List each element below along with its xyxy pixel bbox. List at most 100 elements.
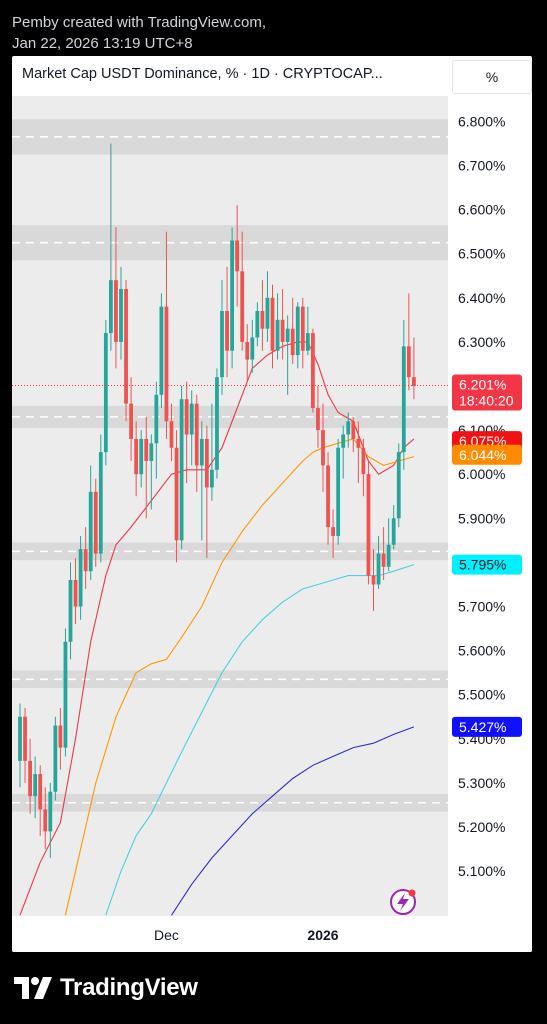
tradingview-brand[interactable]: TradingView — [14, 972, 198, 1004]
y-tick-label: 6.500% — [458, 246, 505, 262]
candle-13 — [83, 527, 88, 589]
sr-zone-5 — [12, 793, 448, 812]
y-tick-label: 5.100% — [458, 863, 505, 879]
moving-average-line-1 — [64, 438, 415, 916]
candle-36 — [199, 421, 204, 541]
candle-12 — [78, 535, 83, 620]
candle-76 — [401, 319, 406, 470]
candle-41 — [225, 266, 229, 378]
candle-73 — [386, 518, 391, 572]
symbol-legend[interactable]: Market Cap USDT Dominance, % · 1D · CRYP… — [22, 66, 383, 82]
candle-65 — [346, 412, 351, 448]
candle-52 — [280, 288, 285, 360]
candle-body — [240, 271, 245, 342]
candle-78 — [412, 337, 416, 400]
y-tick-label: 5.200% — [458, 819, 505, 835]
candle-40 — [220, 280, 224, 395]
sr-zone-2 — [12, 405, 448, 428]
candle-28 — [159, 293, 164, 409]
candle-22 — [129, 377, 133, 461]
candle-body — [280, 319, 285, 342]
candle-body — [331, 527, 335, 536]
candle-body — [103, 333, 108, 453]
y-tick-label: 5.700% — [458, 599, 505, 615]
candle-30 — [169, 403, 174, 461]
percent-scale-button[interactable]: % — [452, 60, 532, 94]
candle-7 — [53, 716, 58, 801]
plot-area — [12, 96, 448, 916]
candle-21 — [124, 280, 128, 422]
candle-body — [184, 399, 189, 435]
created-date-text: Jan 22, 2026 13:19 UTC+8 — [12, 35, 193, 52]
candle-body — [326, 465, 330, 528]
candle-15 — [93, 478, 98, 567]
candle-body — [38, 774, 43, 810]
candle-body — [255, 311, 260, 338]
candle-body — [164, 306, 169, 422]
moving-average-line-2 — [105, 564, 415, 916]
candle-39 — [215, 368, 219, 479]
candle-body — [230, 240, 234, 351]
candle-42 — [230, 227, 234, 369]
candle-37 — [204, 425, 209, 558]
candle-24 — [139, 430, 144, 488]
chart-attribution: Pemby created with TradingView.com, Jan … — [12, 12, 266, 54]
candle-51 — [275, 293, 280, 360]
candle-62 — [331, 509, 335, 558]
candle-body — [179, 399, 184, 541]
candle-body — [93, 491, 98, 554]
x-tick-label: Dec — [154, 927, 179, 943]
candle-54 — [290, 297, 295, 364]
candle-body — [260, 311, 265, 329]
candle-16 — [98, 434, 103, 563]
candle-body — [129, 403, 133, 439]
y-tick-label: 6.600% — [458, 202, 505, 218]
candle-body — [189, 403, 194, 435]
candle-body — [149, 443, 154, 461]
candle-26 — [149, 434, 154, 510]
candle-body — [396, 452, 401, 519]
candlestick-chart[interactable]: 5.100%5.200%5.300%5.400%5.500%5.600%5.70… — [12, 56, 532, 952]
candle-body — [250, 337, 255, 360]
candle-body — [341, 434, 346, 448]
candle-body — [33, 774, 38, 797]
candle-5 — [43, 787, 48, 850]
price-label-2: 6.044% — [459, 447, 506, 463]
candle-body — [346, 421, 351, 435]
candle-body — [210, 469, 214, 488]
candle-body — [412, 377, 416, 386]
candle-70 — [371, 549, 376, 611]
candle-43 — [235, 205, 240, 307]
price-label-bg-3 — [452, 554, 522, 575]
candle-body — [23, 716, 27, 761]
moving-average-line-0 — [19, 341, 415, 916]
candle-19 — [114, 227, 118, 369]
price-label-0: 6.201% — [459, 377, 506, 393]
candle-body — [169, 421, 174, 448]
candle-9 — [63, 628, 68, 757]
plot-layer — [12, 119, 448, 916]
chart-card: 5.100% 5.200% 5.300% 5.400% 5.500% 5.600% 5.70… — [12, 56, 532, 952]
moving-average-line-3 — [171, 726, 415, 916]
candle-8 — [58, 707, 63, 770]
snapshot-flash-icon[interactable] — [390, 889, 416, 915]
candle-14 — [88, 465, 93, 581]
price-label-3: 5.795% — [459, 557, 506, 573]
candle-body — [245, 341, 250, 360]
candle-body — [290, 328, 295, 356]
candle-body — [235, 240, 240, 272]
candle-body — [78, 549, 83, 607]
candle-body — [225, 311, 229, 351]
candle-body — [381, 553, 386, 567]
candle-77 — [406, 293, 411, 391]
candle-body — [336, 447, 341, 536]
y-tick-label: 6.400% — [458, 290, 505, 306]
price-label-bg-2 — [452, 444, 522, 465]
candle-body — [220, 311, 224, 378]
candle-body — [83, 549, 88, 572]
candle-body — [144, 438, 149, 461]
candle-body — [275, 319, 280, 351]
candle-0 — [18, 703, 22, 788]
candle-68 — [361, 438, 366, 497]
price-label-bg-4 — [452, 716, 522, 737]
